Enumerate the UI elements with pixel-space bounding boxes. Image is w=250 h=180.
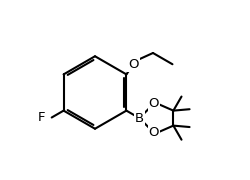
Text: O: O: [149, 126, 159, 139]
Text: O: O: [128, 58, 139, 71]
Text: O: O: [149, 97, 159, 110]
Text: F: F: [38, 111, 46, 124]
Text: B: B: [135, 112, 144, 125]
